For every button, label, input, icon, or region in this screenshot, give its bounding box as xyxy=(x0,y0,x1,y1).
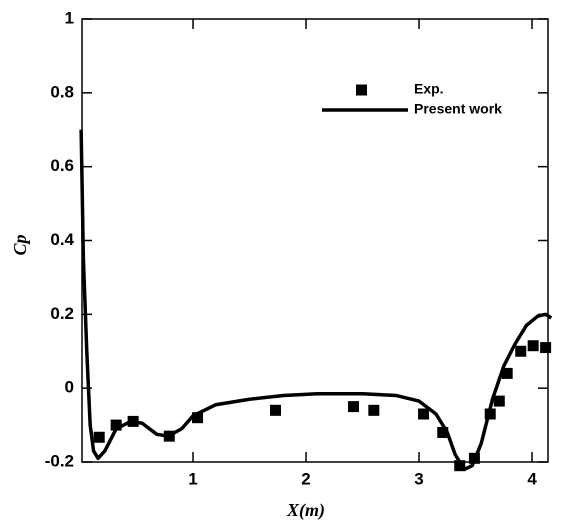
exp-point xyxy=(192,412,204,424)
y-tick-label: 0.4 xyxy=(50,230,74,249)
exp-point xyxy=(270,404,282,416)
exp-point xyxy=(501,367,513,379)
y-tick-label: 0 xyxy=(65,378,74,397)
exp-point xyxy=(540,342,552,354)
exp-point xyxy=(437,426,449,438)
y-tick-label: 1 xyxy=(65,8,74,27)
exp-point xyxy=(368,404,380,416)
exp-point xyxy=(347,401,359,413)
x-tick-label: 3 xyxy=(414,469,423,488)
x-tick-label: 1 xyxy=(188,469,197,488)
y-tick-label: 0.8 xyxy=(50,82,74,101)
exp-point xyxy=(110,419,122,431)
exp-point xyxy=(493,395,505,407)
y-axis-label: Cp xyxy=(10,234,30,255)
exp-point xyxy=(418,408,430,420)
y-tick-label: 0.6 xyxy=(50,156,74,175)
exp-point xyxy=(454,460,466,472)
legend-label: Present work xyxy=(414,101,502,117)
x-tick-label: 2 xyxy=(301,469,310,488)
exp-point xyxy=(515,345,527,357)
x-tick-label: 4 xyxy=(527,469,537,488)
x-axis-label: X(m) xyxy=(286,500,325,521)
curve xyxy=(79,129,553,472)
exp-point xyxy=(93,431,105,443)
legend-label: Exp. xyxy=(414,81,444,97)
exp-point xyxy=(527,340,539,352)
legend-marker xyxy=(356,84,367,96)
y-tick-label: -0.2 xyxy=(45,451,74,470)
y-tick-label: 0.2 xyxy=(50,304,74,323)
